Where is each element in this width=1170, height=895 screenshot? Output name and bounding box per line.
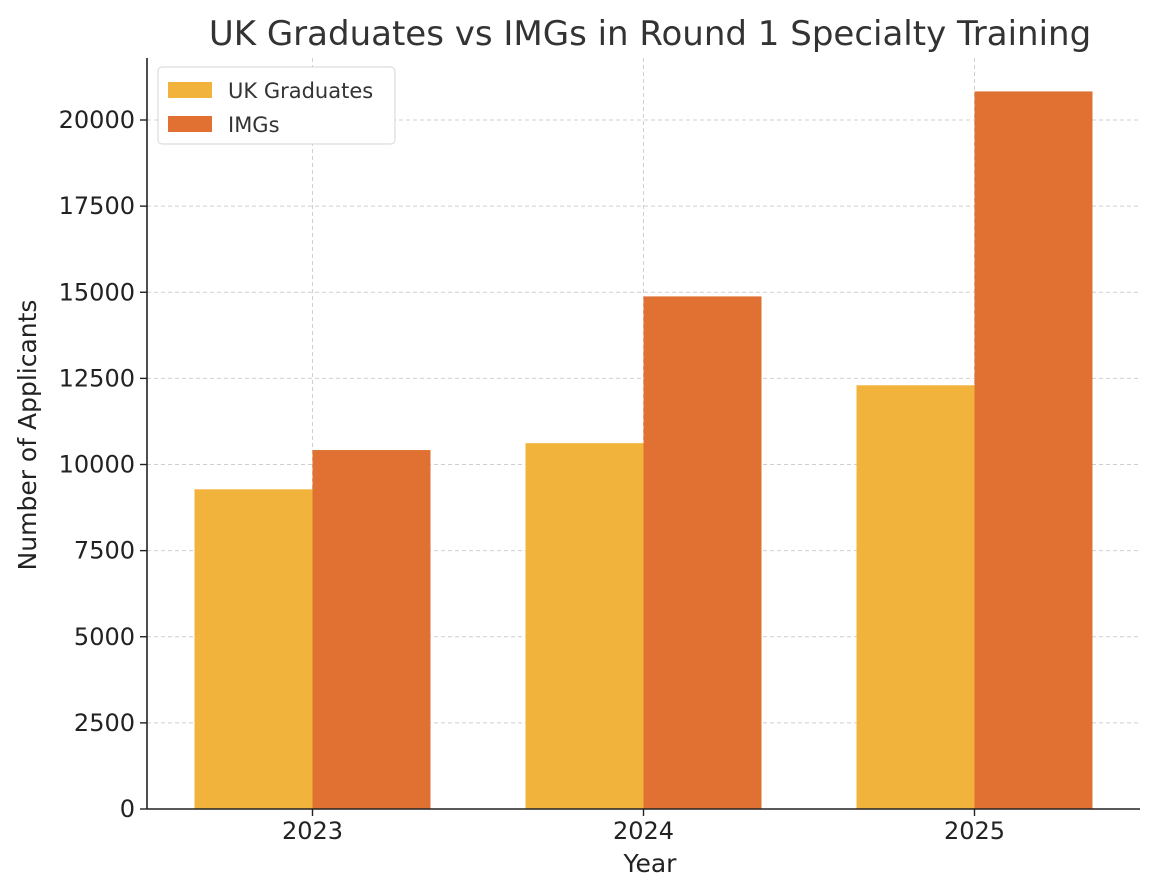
- legend-box: [157, 66, 396, 145]
- legend-label: UK Graduates: [228, 79, 373, 103]
- y-tick-label: 15000: [59, 278, 135, 306]
- bars: [194, 91, 1093, 809]
- bar-imgs-2024: [643, 296, 762, 809]
- bar-uk-graduates-2024: [525, 443, 644, 809]
- y-tick-label: 0: [120, 795, 135, 823]
- x-axis-label: Year: [623, 849, 678, 878]
- y-tick-label: 12500: [59, 364, 135, 392]
- y-tick-label: 10000: [59, 451, 135, 479]
- bar-uk-graduates-2023: [194, 489, 313, 809]
- axes: [140, 58, 1140, 816]
- tick-labels: 0 2500 5000 7500 10000 12500 15000 17500 20000 20…: [59, 106, 1005, 845]
- legend-swatch: [168, 116, 212, 132]
- y-tick-label: 17500: [59, 192, 135, 220]
- bar-imgs-2025: [974, 91, 1093, 809]
- x-tick-label: 2024: [613, 817, 674, 845]
- y-tick-label: 20000: [59, 106, 135, 134]
- bar-imgs-2023: [312, 450, 431, 809]
- chart-title: UK Graduates vs IMGs in Round 1 Specialt…: [209, 14, 1091, 54]
- legend-swatch: [168, 82, 212, 98]
- bar-uk-graduates-2025: [856, 385, 975, 809]
- y-tick-label: 5000: [74, 623, 135, 651]
- y-tick-label: 2500: [74, 709, 135, 737]
- x-tick-label: 2023: [282, 817, 343, 845]
- x-tick-label: 2025: [944, 817, 1005, 845]
- legend: UK Graduates IMGs: [157, 66, 396, 145]
- y-tick-label: 7500: [74, 537, 135, 565]
- legend-label: IMGs: [228, 113, 280, 137]
- y-axis-label: Number of Applicants: [13, 300, 42, 571]
